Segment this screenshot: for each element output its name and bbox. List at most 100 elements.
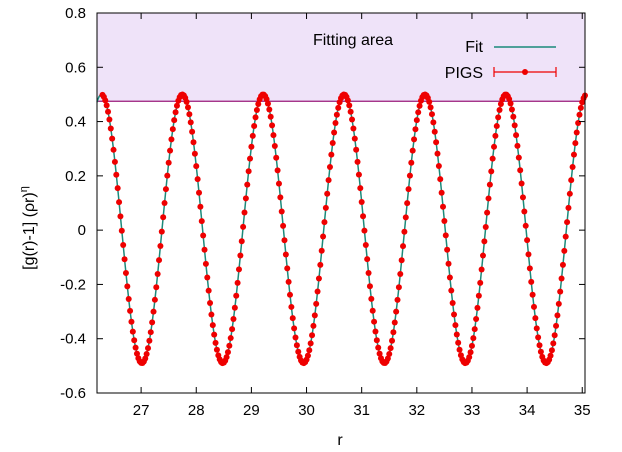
pigs-point	[475, 292, 482, 299]
pigs-point	[151, 296, 158, 303]
pigs-point	[401, 228, 408, 235]
y-tick-label: -0.2	[60, 276, 86, 293]
pigs-point	[406, 172, 413, 179]
pigs-point	[162, 186, 169, 193]
pigs-point	[528, 278, 535, 285]
pigs-point	[201, 246, 208, 253]
pigs-point	[117, 213, 124, 220]
pigs-point	[184, 104, 191, 111]
pigs-point	[269, 122, 276, 129]
pigs-point	[511, 122, 518, 129]
pigs-point	[449, 299, 456, 306]
pigs-point	[564, 219, 571, 226]
pigs-point	[121, 256, 128, 263]
pigs-point	[231, 304, 238, 311]
pigs-point	[251, 123, 258, 130]
pigs-point	[147, 329, 154, 336]
pigs-point	[416, 102, 423, 109]
pigs-point	[444, 246, 451, 253]
pigs-point	[311, 312, 318, 319]
pigs-point	[372, 328, 379, 335]
pigs-point	[530, 303, 537, 310]
pigs-point	[389, 337, 396, 344]
pigs-point	[551, 332, 558, 339]
pigs-point	[478, 266, 485, 273]
pigs-point	[168, 136, 175, 143]
pigs-point	[110, 146, 117, 153]
pigs-point	[525, 251, 532, 258]
fitting-area-label: Fitting area	[313, 32, 393, 49]
pigs-point	[249, 132, 256, 139]
pigs-point	[405, 186, 412, 193]
pigs-point	[274, 167, 281, 174]
y-tick-label: 0.2	[65, 168, 86, 185]
pigs-point	[288, 303, 295, 310]
pigs-point	[467, 349, 474, 356]
pigs-point	[205, 287, 212, 294]
pigs-point	[122, 270, 129, 277]
pigs-point	[473, 315, 480, 322]
pigs-point	[103, 102, 110, 109]
pigs-point	[535, 334, 542, 341]
pigs-point	[105, 108, 112, 115]
pigs-point	[248, 143, 255, 150]
pigs-point	[481, 238, 488, 245]
pigs-point	[320, 233, 327, 240]
pigs-point	[109, 135, 116, 142]
pigs-point	[273, 154, 280, 161]
pigs-point	[165, 159, 172, 166]
pigs-point	[368, 295, 375, 302]
pigs-point	[415, 109, 422, 116]
pigs-point	[526, 265, 533, 272]
pigs-point	[154, 270, 161, 277]
pigs-point	[572, 140, 579, 147]
pigs-point	[127, 307, 134, 314]
pigs-point	[548, 347, 555, 354]
pigs-point	[331, 129, 338, 136]
x-tick-label: 30	[298, 402, 315, 419]
pigs-point	[164, 172, 171, 179]
pigs-point	[347, 108, 354, 115]
pigs-point	[233, 292, 240, 299]
pigs-point	[322, 204, 329, 211]
pigs-point	[326, 163, 333, 170]
y-tick-label: -0.6	[60, 385, 86, 402]
pigs-point	[408, 159, 415, 166]
pigs-point	[307, 340, 314, 347]
pigs-point	[240, 223, 247, 230]
pigs-point	[554, 312, 561, 319]
pigs-point	[158, 228, 165, 235]
pigs-point	[237, 252, 244, 259]
pigs-point	[553, 322, 560, 329]
y-axis: -0.6 -0.4 -0.2 0 0.2 0.4 0.6 0.8	[60, 5, 585, 402]
pigs-point	[321, 219, 328, 226]
pigs-point	[227, 335, 234, 342]
pigs-point	[362, 241, 369, 248]
pigs-point	[193, 163, 200, 170]
pigs-point	[107, 125, 114, 132]
pigs-point	[167, 147, 174, 154]
pigs-point	[293, 342, 300, 349]
pigs-point	[355, 171, 362, 178]
pigs-point	[455, 339, 462, 346]
pigs-point	[309, 332, 316, 339]
pigs-point	[441, 218, 448, 225]
pigs-point	[438, 189, 445, 196]
pigs-point	[169, 126, 176, 133]
pigs-point	[524, 237, 531, 244]
pigs-point	[102, 97, 109, 104]
pigs-point	[376, 350, 383, 357]
pigs-point	[482, 223, 489, 230]
pigs-point	[317, 261, 324, 268]
legend-fit-label: Fit	[465, 39, 483, 56]
pigs-point	[204, 274, 211, 281]
pigs-point	[373, 337, 380, 344]
pigs-point	[333, 111, 340, 118]
fitting-area-band	[97, 13, 585, 102]
x-tick-label: 28	[188, 402, 205, 419]
pigs-point	[515, 154, 522, 161]
pigs-point	[442, 232, 449, 239]
pigs-point	[146, 337, 153, 344]
pigs-point	[434, 150, 441, 157]
pigs-point	[428, 111, 435, 118]
